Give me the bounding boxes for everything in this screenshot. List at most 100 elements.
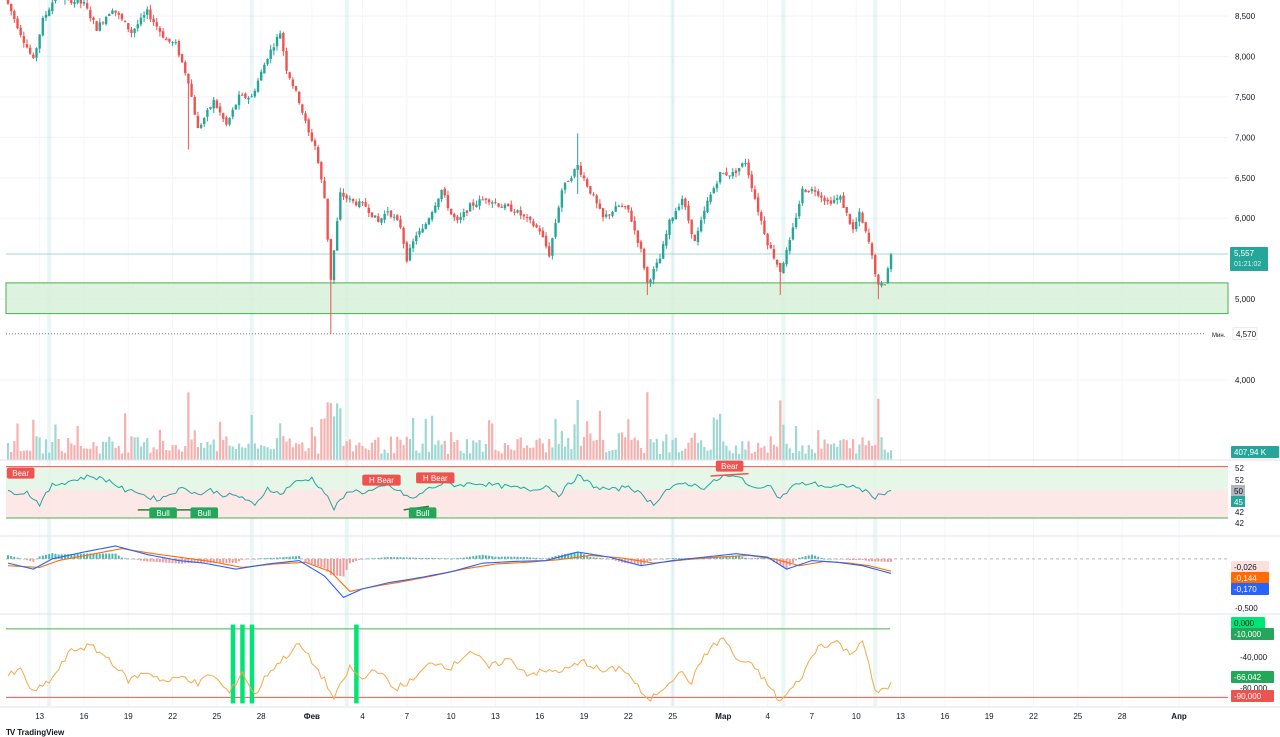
volume-bar [256, 448, 260, 460]
macd-histogram-bar [171, 558, 174, 564]
support-zone[interactable] [5, 282, 1229, 315]
macd-histogram-bar [731, 555, 734, 559]
candle-body [449, 208, 453, 215]
candle-body [326, 198, 329, 240]
volume-bar [548, 438, 551, 460]
volume-bar [779, 400, 782, 460]
macd-histogram-bar [614, 558, 617, 561]
wr-tick-label: -80,000 [1240, 684, 1268, 693]
rsi-tick-label: 52 [1235, 476, 1244, 485]
candle-body [769, 244, 772, 249]
volume-bar [627, 419, 630, 460]
macd-histogram-bar [507, 556, 510, 559]
candle-body [146, 9, 149, 15]
volume-bar [570, 449, 573, 460]
candle-body [706, 200, 709, 213]
volume-bar [551, 447, 554, 460]
volume-bar [355, 445, 358, 460]
volume-bar [750, 453, 753, 460]
macd-histogram-bar [301, 558, 304, 560]
volume-bar [155, 449, 158, 460]
volume-bar [823, 439, 826, 460]
volume-bar [25, 450, 29, 460]
macd-histogram-bar [456, 558, 459, 559]
volume-bar [712, 417, 715, 460]
wr-tick-label: -40,000 [1240, 653, 1268, 662]
volume-bar [124, 413, 127, 460]
candle-body [434, 205, 437, 213]
time-axis-label: 28 [1118, 712, 1127, 721]
macd-histogram-bar [92, 553, 95, 559]
macd-histogram-bar [133, 558, 136, 560]
macd-line[interactable] [7, 545, 892, 599]
volume-bar [687, 442, 690, 460]
axis-layer: 8,500 8,000 7,500 7,000 6,500 6,000 5,000 4,000… [0, 12, 1280, 721]
volume-bar [234, 449, 237, 460]
watermark-text: TradingView [17, 728, 65, 737]
candle-body [737, 167, 741, 172]
candle-body [472, 202, 475, 206]
volume-bar [848, 448, 851, 460]
candle-body [367, 207, 371, 213]
candle-body [193, 96, 196, 115]
candle-body [443, 188, 446, 196]
macd-histogram-bar [592, 557, 595, 559]
time-axis-label: 25 [668, 712, 677, 721]
macd-histogram-bar [665, 558, 668, 560]
min-mark-label: Мин. [1212, 333, 1226, 339]
candle-body [848, 214, 852, 224]
price-tick-label: 7,000 [1235, 133, 1256, 142]
macd-histogram-bar [636, 558, 639, 565]
candle-body [794, 217, 798, 227]
macd-histogram-bar [478, 555, 481, 559]
volume-bar [367, 449, 370, 460]
macd-histogram-bar [443, 558, 446, 559]
candle-body [263, 64, 266, 74]
macd-histogram-bar [437, 558, 440, 559]
rsi-pane[interactable]: Bear Bull Bull H Bear H Bear Bull Bear [6, 460, 1228, 519]
macd-histogram-bar [298, 555, 301, 559]
volume-bar [763, 446, 766, 460]
volume-bar [158, 429, 162, 460]
macd-histogram-bar [41, 555, 44, 559]
macd-histogram-bar [16, 557, 19, 559]
price-pane[interactable] [5, 0, 1229, 335]
volume-bar [586, 421, 589, 460]
volume-bar [624, 437, 627, 460]
time-axis-label: Фев [304, 712, 320, 721]
volume-bar [133, 437, 136, 460]
macd-histogram-bar [257, 558, 260, 560]
macd-histogram-bar [842, 558, 845, 560]
macd-histogram-bar [361, 558, 364, 560]
volume-bar [108, 436, 111, 460]
volume-bar [608, 451, 611, 460]
bear-divergence-line [710, 472, 749, 477]
macd-histogram-bar [70, 554, 73, 559]
volume-bar [874, 444, 877, 460]
candle-body [595, 195, 598, 204]
time-axis-label: 19 [124, 712, 133, 721]
volume-bar [665, 434, 668, 460]
macd-pane[interactable] [6, 545, 1228, 599]
time-axis-label: 7 [405, 712, 410, 721]
candle-body [351, 198, 355, 202]
williams-r-pane[interactable] [6, 624, 1228, 704]
candle-body [563, 182, 567, 190]
wr-value-label: -10,000 [1234, 630, 1262, 639]
candle-body [617, 205, 621, 207]
volume-bar [456, 440, 459, 460]
price-tick-label: 4,000 [1235, 376, 1256, 385]
signal-vline [344, 0, 349, 706]
wr-line[interactable] [7, 637, 892, 702]
macd-histogram-bar [605, 558, 608, 560]
candle-body [9, 3, 13, 12]
volume-bar [364, 448, 367, 460]
macd-signal-line[interactable] [7, 548, 892, 593]
candle-body [839, 196, 842, 200]
volume-bar [579, 445, 582, 460]
candle-body [155, 22, 158, 27]
macd-histogram-bar [829, 558, 832, 560]
macd-histogram-bar [269, 557, 272, 559]
candle-body [807, 190, 810, 193]
